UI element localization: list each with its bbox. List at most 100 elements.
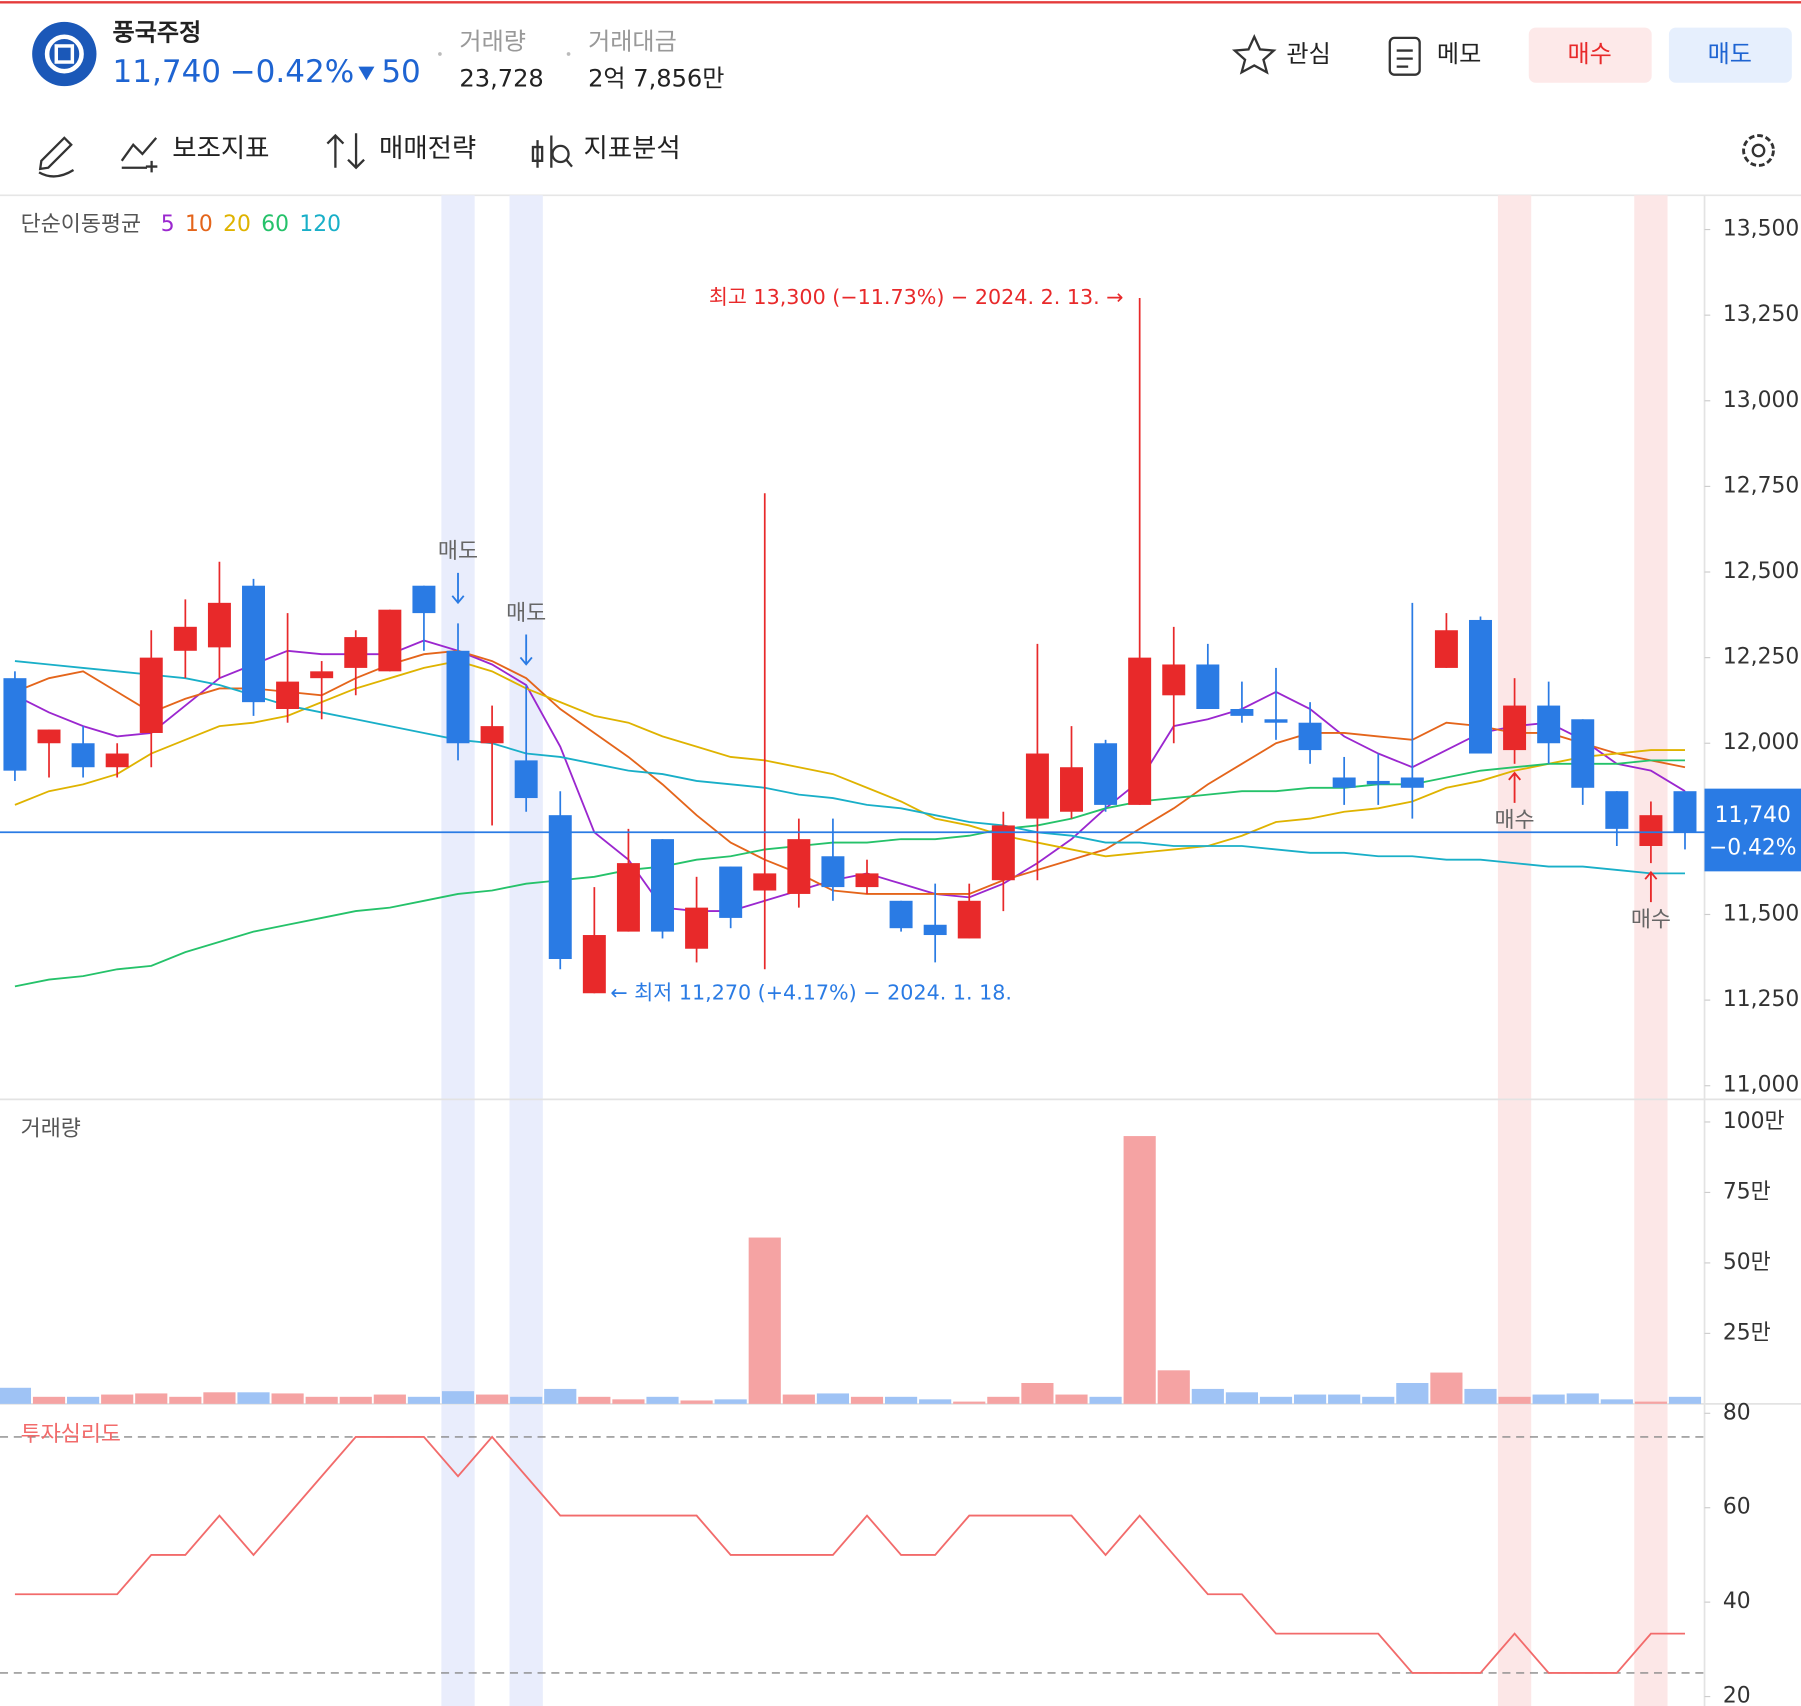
candle-body	[1571, 719, 1595, 788]
candle-body	[1469, 619, 1492, 754]
volume-bar	[1498, 1396, 1531, 1404]
volume-bar	[1430, 1372, 1463, 1404]
candle-body	[1298, 722, 1322, 751]
volume-bar	[1293, 1394, 1327, 1404]
candle-body	[787, 839, 811, 894]
legend-item: 20	[223, 212, 251, 237]
pen-icon	[38, 136, 75, 178]
y-tick-label: 50만	[1723, 1250, 1771, 1275]
volume-label: 거래량	[459, 28, 526, 56]
y-tick-label: 11,500	[1723, 901, 1799, 926]
watch-button[interactable]: 관심	[1231, 33, 1331, 75]
candle-body	[753, 873, 777, 891]
volume-bar	[612, 1399, 645, 1404]
buy-button[interactable]: 매수	[1528, 27, 1652, 83]
gear-icon	[1742, 134, 1775, 167]
volume-bar	[646, 1396, 679, 1404]
candle-body	[207, 602, 231, 648]
candle-body	[1537, 705, 1561, 744]
change-amount: 50	[381, 54, 420, 90]
signal-label: 매수	[1495, 808, 1535, 833]
signal-arrow	[451, 572, 465, 605]
strategy-tool[interactable]: 매매전략	[326, 133, 476, 170]
volume-bar	[816, 1393, 850, 1404]
draw-tool[interactable]	[38, 136, 75, 178]
volume-bar	[919, 1399, 952, 1404]
candle-body	[889, 900, 913, 929]
y-tick-label: 12,500	[1723, 559, 1799, 584]
analysis-tool[interactable]: 지표분석	[531, 133, 681, 168]
candle-body	[1503, 705, 1527, 751]
amount-value: 2억 7,856만	[588, 64, 724, 92]
volume-bar	[237, 1392, 270, 1404]
candle-body	[446, 650, 470, 744]
settings-button[interactable]	[1742, 134, 1775, 167]
candle-body	[37, 729, 61, 744]
candle-body	[616, 863, 640, 932]
y-tick-label: 12,250	[1723, 645, 1799, 670]
stock-price: 11,740	[113, 54, 221, 90]
candle-body	[1332, 777, 1356, 788]
volume-bar	[1089, 1396, 1122, 1404]
volume-bar	[714, 1399, 747, 1404]
volume-bar	[32, 1396, 66, 1404]
volume-bar	[67, 1396, 100, 1404]
volume-bar	[1191, 1388, 1224, 1404]
candle-body	[1128, 657, 1152, 805]
candle-body	[139, 657, 163, 733]
toolbar-label: 매매전략	[379, 133, 476, 164]
indicator-tool[interactable]: 보조지표	[120, 133, 270, 173]
candle-body	[1434, 630, 1458, 668]
toolbar-label: 지표분석	[583, 133, 680, 164]
signal-band	[1634, 195, 1668, 1706]
sell-button[interactable]: 매도	[1668, 27, 1792, 83]
volume-bar	[1600, 1399, 1633, 1404]
candle-body	[105, 753, 129, 768]
memo-button[interactable]: 메모	[1388, 36, 1481, 76]
analysis-icon	[531, 135, 553, 168]
volume-bar	[135, 1393, 168, 1404]
y-tick-label: 100만	[1723, 1109, 1785, 1134]
volume-bar	[885, 1396, 918, 1404]
volume-bar	[1157, 1370, 1190, 1404]
signal-label: 매수	[1631, 908, 1671, 933]
y-tick-label: 12,750	[1723, 473, 1799, 498]
gear-icon-center	[1751, 143, 1766, 158]
candle-body	[651, 839, 674, 932]
signal-band	[509, 195, 543, 1706]
y-tick-label: 60	[1723, 1495, 1751, 1520]
candle-body	[412, 585, 436, 614]
volume-bar	[271, 1393, 304, 1404]
y-tick-label: 11,000	[1723, 1073, 1799, 1098]
y-tick-label: 20	[1723, 1684, 1751, 1706]
volume-bar	[1328, 1394, 1361, 1404]
candle-body	[3, 678, 27, 771]
sentiment-line	[14, 1435, 1685, 1674]
candle-body	[1605, 791, 1629, 829]
candle-body	[276, 681, 300, 710]
volume-bar	[169, 1396, 202, 1404]
volume-bar	[1464, 1388, 1497, 1404]
signal-label: 매도	[438, 539, 478, 564]
button-bg	[1668, 27, 1792, 83]
down-triangle	[358, 66, 375, 81]
analysis-icon-lens	[551, 144, 570, 164]
volume-bar	[748, 1237, 781, 1404]
candle-body	[923, 924, 947, 936]
moving-average-line	[14, 639, 1686, 912]
memo-icon	[1388, 36, 1421, 76]
legend-item: 60	[261, 212, 289, 237]
volume-bar	[339, 1396, 372, 1404]
volume-bar	[1225, 1392, 1258, 1404]
candle-body	[1196, 664, 1220, 710]
candle-body	[1025, 753, 1049, 819]
button-label: 관심	[1286, 40, 1330, 68]
volume-bar	[578, 1396, 611, 1404]
chart-area: 11,00011,25011,50011,75012,00012,25012,5…	[0, 195, 1801, 1706]
signal-band	[1497, 195, 1532, 1706]
volume-bar	[1123, 1136, 1156, 1404]
toolbar-label: 보조지표	[172, 133, 269, 164]
legend-title: 단순이동평균	[21, 212, 141, 237]
last-price-box	[1704, 788, 1801, 872]
